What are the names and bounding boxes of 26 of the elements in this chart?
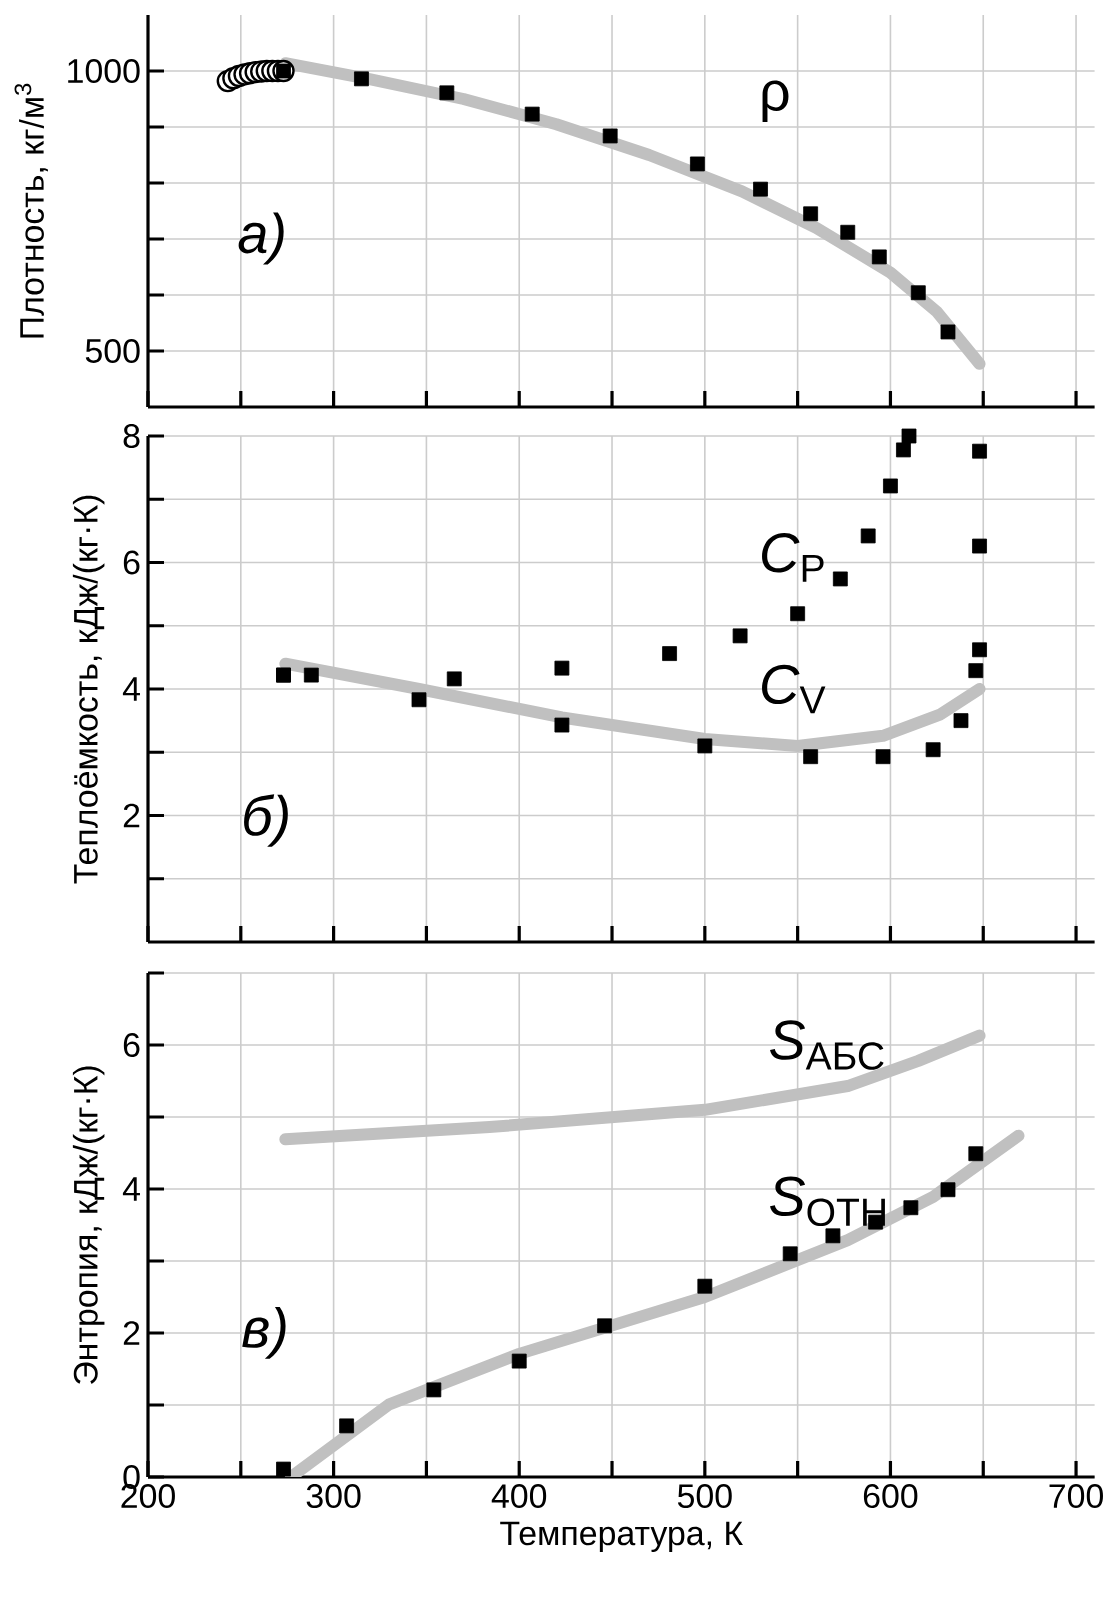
x-tick-label: 500 (677, 1484, 732, 1509)
series-label: C$_{V}$ (762, 664, 826, 714)
series-label: S$_{ОТН}$ (770, 1176, 885, 1227)
y-tick-label: 6 (123, 1033, 140, 1058)
y-tick-label: 4 (122, 677, 140, 701)
x-tick-label: 600 (863, 1484, 918, 1509)
x-axis-title: Температура, К (500, 1521, 743, 1553)
y-tick-label: 500 (85, 338, 140, 363)
y-axis-title: Теплоёмкость, кДж/(кг·К) (72, 495, 105, 884)
y-tick-label: 1000 (68, 59, 140, 83)
x-tick-label: 700 (1049, 1484, 1103, 1509)
annotation: a) (238, 212, 284, 265)
y-tick-label: 4 (122, 1177, 140, 1201)
series-label: S$_{АБС}$ (770, 1020, 884, 1070)
y-tick-label: 2 (123, 803, 140, 828)
y-axis-title: Энтропия, кДж/(кг·К) (72, 1066, 105, 1384)
y-tick-label: 2 (123, 1321, 140, 1345)
y-axis-title: Плотность, кг/м$^{3}$ (14, 83, 48, 338)
series-label: C$_{P}$ (762, 533, 824, 582)
y-tick-label: 6 (123, 550, 140, 575)
annotation: в) (242, 1306, 286, 1359)
y-tick-label: 8 (123, 424, 140, 448)
annotation: б) (244, 794, 288, 847)
series-label: ρ (762, 80, 789, 123)
x-tick-label: 300 (306, 1484, 361, 1509)
x-tick-label: 400 (491, 1484, 547, 1509)
